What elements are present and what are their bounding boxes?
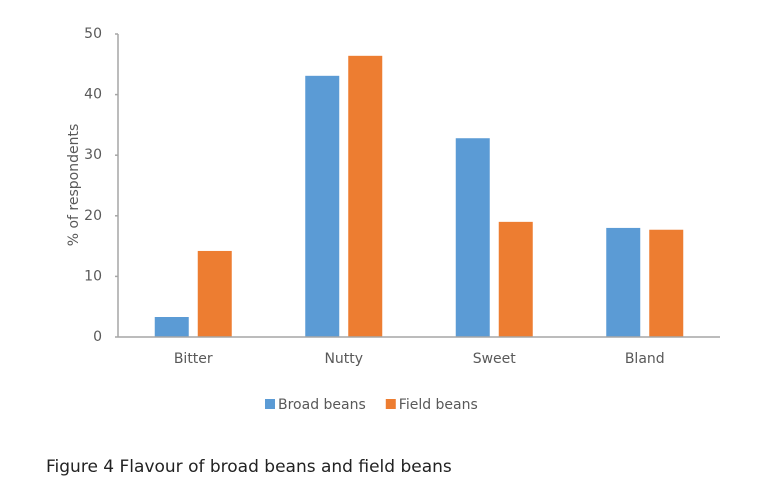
- x-tick-label: Sweet: [473, 351, 517, 367]
- y-axis-label: % of respondents: [66, 124, 82, 247]
- bar: [455, 138, 490, 337]
- legend-swatch: [385, 399, 396, 409]
- bar: [197, 250, 232, 337]
- bar: [606, 227, 641, 337]
- legend-label: Field beans: [399, 397, 478, 413]
- x-tick-label: Nutty: [324, 351, 363, 367]
- bar: [348, 55, 383, 337]
- bar: [649, 229, 684, 337]
- bar: [305, 75, 340, 338]
- legend-label: Broad beans: [278, 397, 366, 413]
- bar: [498, 221, 533, 337]
- x-tick-label: Bitter: [174, 351, 213, 367]
- y-tick-label: 30: [84, 147, 102, 163]
- y-tick-label: 50: [84, 26, 102, 42]
- y-tick-label: 10: [84, 268, 102, 284]
- y-tick-label: 0: [93, 329, 102, 345]
- bar: [154, 317, 189, 337]
- y-tick-label: 20: [84, 208, 102, 224]
- x-tick-label: Bland: [625, 351, 665, 367]
- y-tick-label: 40: [84, 87, 102, 103]
- legend-swatch: [265, 399, 275, 409]
- caption: Figure 4 Flavour of broad beans and fiel…: [46, 457, 452, 477]
